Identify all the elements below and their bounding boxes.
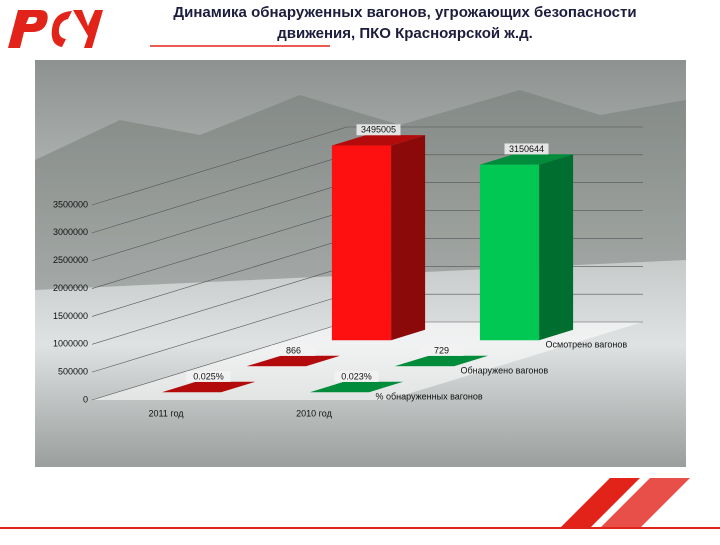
- series-label: Обнаружено вагонов: [461, 365, 549, 375]
- bar-front: [480, 165, 539, 341]
- y-tick-label: 2000000: [53, 283, 88, 293]
- y-tick-label: 2500000: [53, 255, 88, 265]
- data-label: 0.025%: [193, 371, 224, 381]
- logo: [8, 10, 103, 48]
- y-tick-label: 3000000: [53, 227, 88, 237]
- data-label: 3150644: [509, 144, 544, 154]
- data-label: 0.023%: [341, 371, 372, 381]
- y-tick-label: 0: [83, 394, 88, 404]
- bar: [332, 135, 425, 340]
- y-tick-label: 1500000: [53, 311, 88, 321]
- bar-side: [391, 135, 425, 340]
- y-tick-label: 3500000: [53, 199, 88, 209]
- bar-side: [539, 154, 573, 340]
- series-label: % обнаруженных вагонов: [376, 391, 483, 401]
- series-label: Осмотрено вагонов: [546, 339, 628, 349]
- x-tick-label: 2010 год: [296, 408, 332, 418]
- data-label: 866: [286, 345, 301, 355]
- data-label: 3495005: [361, 125, 396, 135]
- title-line: движения, ПКО Красноярской ж.д.: [277, 25, 533, 42]
- title-line: Динамика обнаруженных вагонов, угрожающи…: [173, 4, 636, 21]
- bar-front: [332, 145, 391, 340]
- decor-stripes: [0, 478, 720, 529]
- x-tick-label: 2011 год: [149, 408, 185, 418]
- y-tick-label: 1000000: [53, 339, 88, 349]
- y-tick-label: 500000: [58, 367, 88, 377]
- bar: [480, 154, 573, 340]
- data-label: 729: [434, 345, 449, 355]
